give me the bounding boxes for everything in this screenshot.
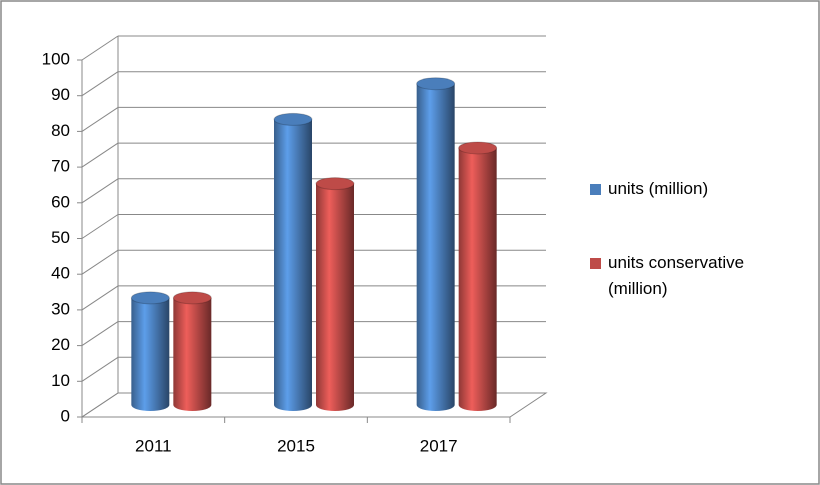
legend-swatch [590,258,601,269]
legend-item: units conservative (million) [590,250,790,302]
y-tick-label: 30 [51,299,70,318]
y-tick-label: 60 [51,192,70,211]
bar-top [273,112,313,126]
y-tick-label: 70 [51,157,70,176]
bar-top [416,77,456,91]
bar-top [172,291,212,305]
grid-line [81,356,119,382]
bar-top [130,291,170,305]
grid-line [81,35,119,61]
bar [131,297,170,411]
y-tick-label: 40 [51,264,70,283]
x-tick-label: 2015 [277,436,315,455]
legend-label: units conservative (million) [608,253,745,298]
grid-line [81,249,119,275]
bar [316,183,354,411]
y-tick-label: 20 [51,335,70,354]
grid-line [81,214,119,239]
bar-top [315,177,355,191]
legend-swatch [590,184,601,195]
bar [274,119,312,412]
bar [416,83,455,411]
y-tick-label: 10 [51,371,70,390]
grid-line [81,142,119,168]
grid-line [81,392,119,418]
grid-line [81,321,119,347]
y-tick-label: 50 [51,228,70,247]
y-tick-label: 80 [51,121,70,140]
x-tick-label: 2011 [135,436,172,455]
bar-top [458,141,498,155]
bar [458,147,497,411]
y-tick-label: 0 [61,406,70,425]
grid-line [81,106,119,132]
y-tick-label: 100 [42,49,70,68]
grid-line [81,285,119,311]
bar [173,297,212,411]
x-tick-label: 2017 [420,436,458,455]
legend-item: units (million) [590,176,790,202]
y-tick-label: 90 [51,85,70,104]
grid-line [81,178,119,204]
legend-label: units (million) [608,179,709,198]
grid-line [81,71,119,97]
